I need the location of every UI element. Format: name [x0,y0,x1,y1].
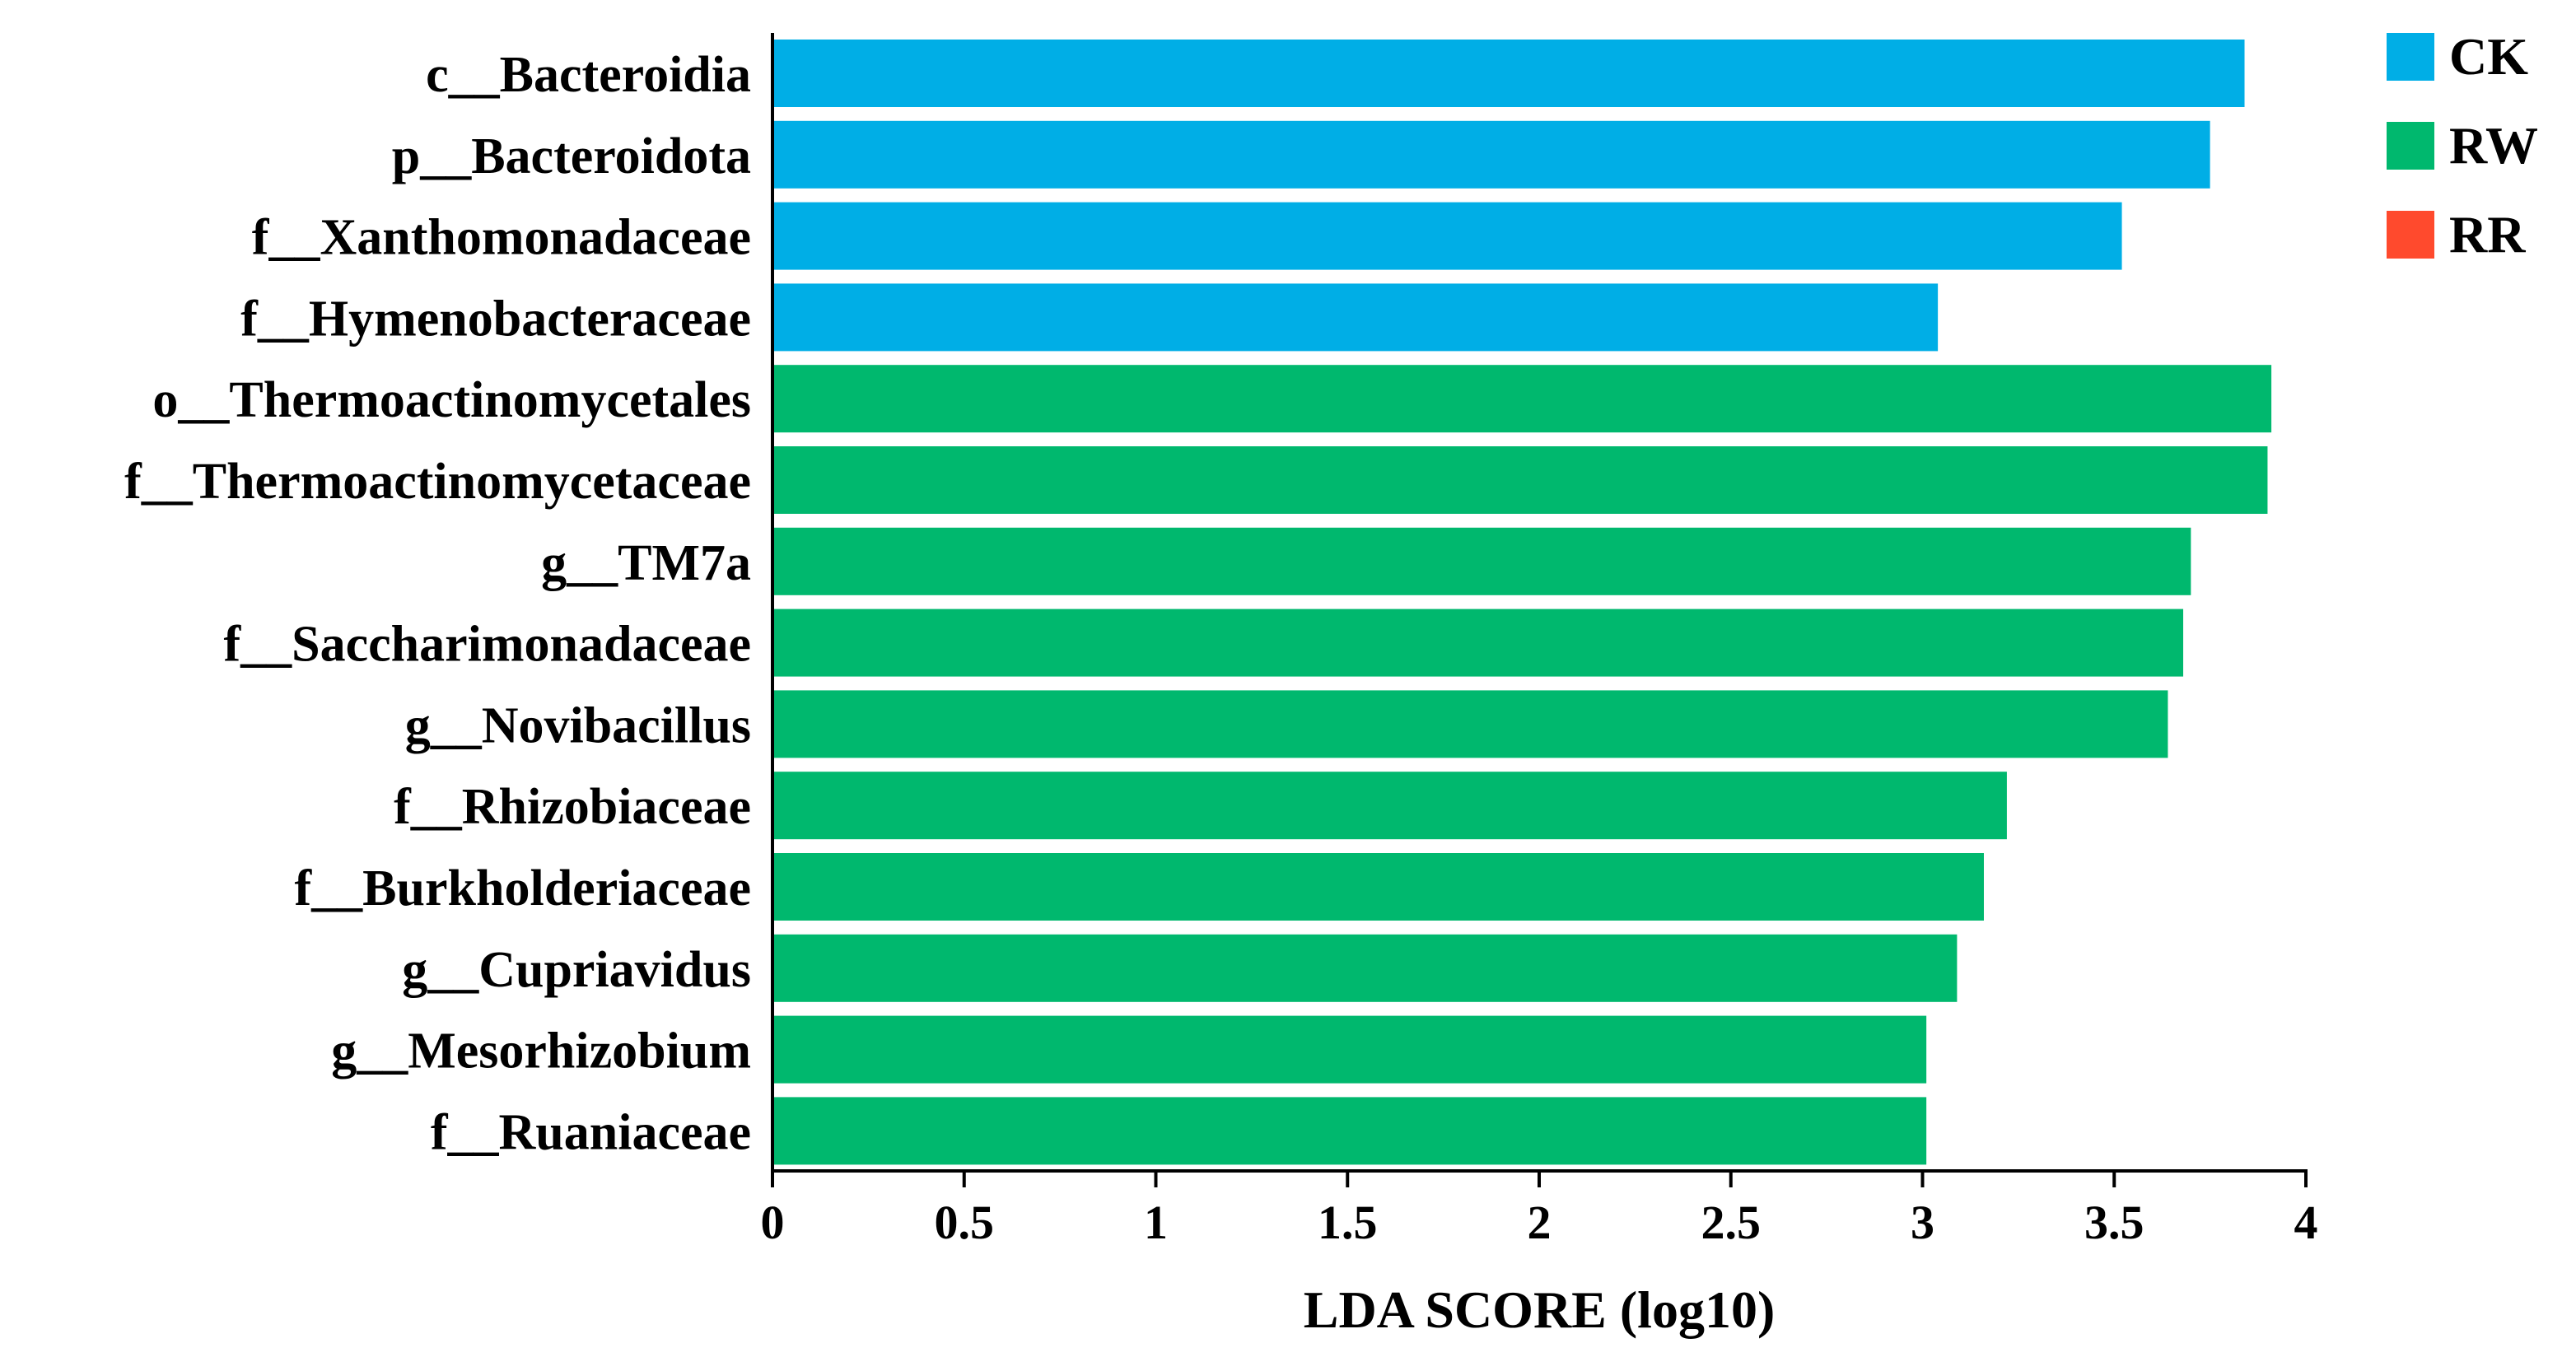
bar-g-tm7a [772,527,2191,595]
x-tick-label: 3 [1911,1196,1934,1249]
bar-f-burkholderiaceae [772,853,1984,921]
bar-f-hymenobacteraceae [772,283,1939,352]
bar-c-bacteroidia [772,40,2245,107]
bar-f-ruaniaceae [772,1097,1927,1165]
bar-g-novibacillus [772,690,2168,758]
category-label: f__Thermoactinomycetaceae [124,454,751,510]
category-label: o__Thermoactinomycetales [152,372,751,428]
category-label: c__Bacteroidia [426,47,751,103]
x-tick-label: 0 [761,1196,785,1249]
legend-label-rr: RR [2449,205,2526,263]
bar-p-bacteroidota [772,120,2210,189]
category-label: f__Hymenobacteraceae [240,291,751,347]
bar-f-thermoactinomycetaceae [772,446,2268,514]
category-label: f__Burkholderiaceae [295,860,752,916]
category-labels: c__Bacteroidia p__Bacteroidota f__Xanthomo… [124,47,751,1160]
legend-label-ck: CK [2449,27,2528,86]
category-label: f__Rhizobiaceae [394,779,751,835]
bar-o-thermoactinomycetales [772,365,2272,433]
bar-f-xanthomonadaceae [772,202,2122,270]
bar-g-mesorhizobium [772,1015,1927,1084]
bar-f-saccharimonadaceae [772,609,2184,677]
legend-swatch-ck [2387,33,2434,81]
category-label: f__Saccharimonadaceae [223,617,751,673]
bar-g-cupriavidus [772,934,1958,1002]
legend-swatch-rw [2387,122,2434,170]
x-tick-label: 4 [2294,1196,2318,1249]
legend: CK RW RR [2387,27,2538,263]
x-tick-label: 1.5 [1318,1196,1378,1249]
bar-f-rhizobiaceae [772,772,2007,840]
bars-layer [772,40,2272,1165]
x-ticks: 0 0.5 1 1.5 2 2.5 3 3.5 4 [761,1171,2318,1249]
legend-swatch-rr [2387,211,2434,259]
legend-label-rw: RW [2449,116,2538,175]
x-axis-title: LDA SCORE (log10) [1304,1280,1776,1339]
x-tick-label: 1 [1144,1196,1168,1249]
x-tick-label: 3.5 [2084,1196,2144,1249]
x-tick-label: 0.5 [935,1196,995,1249]
category-label: g__Mesorhizobium [331,1024,751,1080]
category-label: p__Bacteroidota [392,128,751,184]
category-label: f__Xanthomonadaceae [252,210,751,266]
category-label: g__Novibacillus [405,697,751,753]
x-tick-label: 2 [1528,1196,1552,1249]
x-tick-label: 2.5 [1701,1196,1762,1249]
category-label: g__TM7a [541,535,751,591]
category-label: f__Ruaniaceae [431,1104,751,1160]
category-label: g__Cupriavidus [402,942,751,998]
